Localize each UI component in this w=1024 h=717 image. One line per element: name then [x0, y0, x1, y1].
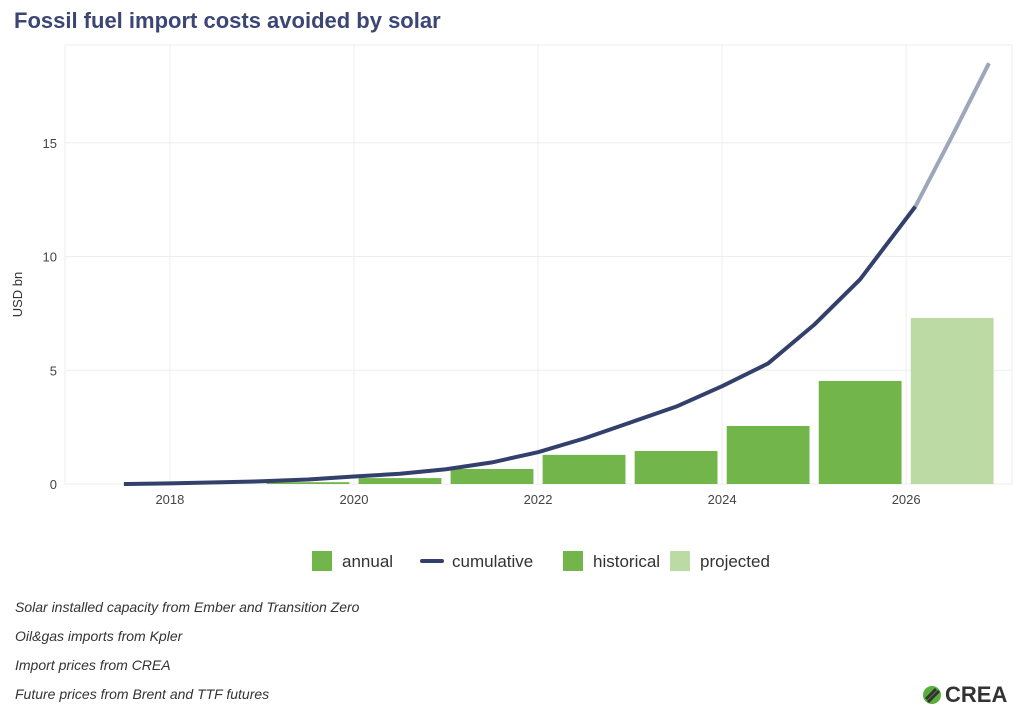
legend-label-annual: annual	[342, 552, 393, 571]
bar-historical	[542, 454, 626, 484]
legend-label-cumulative: cumulative	[452, 552, 533, 571]
y-axis-label: USD bn	[10, 272, 25, 318]
x-tick-label: 2026	[892, 492, 921, 507]
bar-historical	[358, 478, 442, 484]
legend-label-projected: projected	[700, 552, 770, 571]
source-note: Import prices from CREA	[15, 657, 171, 673]
legend-label-historical: historical	[593, 552, 660, 571]
bar-projected	[910, 317, 994, 484]
source-note: Solar installed capacity from Ember and …	[15, 599, 360, 615]
chart: 2018 2020 2022 2024 2026 0 5 10 15 USD bn annual cu…	[10, 44, 1013, 571]
legend-swatch-projected	[670, 551, 690, 571]
bar-historical	[634, 451, 718, 484]
logo-text: CREA	[945, 682, 1008, 707]
x-tick-label: 2024	[708, 492, 737, 507]
legend-swatch-annual	[312, 551, 332, 571]
chart-title: Fossil fuel import costs avoided by sola…	[14, 8, 441, 33]
cumulative-line-projected	[913, 62, 991, 208]
bar-historical	[818, 380, 902, 484]
crea-logo: CREA	[922, 682, 1007, 708]
source-note: Future prices from Brent and TTF futures	[15, 686, 270, 702]
y-tick-label: 5	[50, 363, 57, 378]
x-tick-label: 2018	[155, 492, 184, 507]
x-tick-label: 2022	[524, 492, 553, 507]
crea-logo-icon	[923, 686, 941, 704]
y-tick-label: 10	[43, 250, 57, 265]
source-note: Oil&gas imports from Kpler	[15, 628, 183, 644]
y-tick-label: 15	[43, 136, 57, 151]
legend-swatch-historical	[563, 551, 583, 571]
x-tick-label: 2020	[340, 492, 369, 507]
bar-historical	[266, 482, 350, 484]
bar-historical	[726, 425, 810, 484]
cumulative-line-historical	[123, 205, 917, 486]
bar-historical	[450, 468, 534, 484]
y-tick-label: 0	[50, 477, 57, 492]
